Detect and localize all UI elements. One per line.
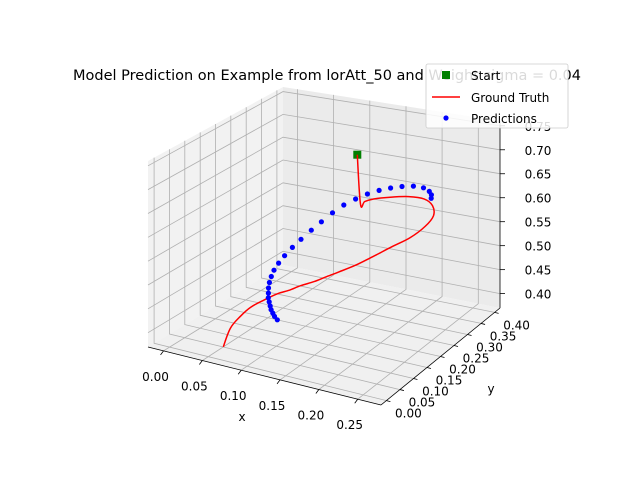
prediction-point (318, 219, 324, 225)
z-tick-label: 0.40 (525, 288, 552, 302)
prediction-point (329, 210, 336, 216)
ground-truth-line (222, 154, 435, 348)
z-tick-label: 0.45 (525, 264, 552, 278)
legend-start-marker (442, 71, 450, 79)
y-grid-line (245, 107, 468, 335)
z-tick-label: 0.70 (525, 144, 552, 158)
z-grid-line (147, 113, 501, 190)
x-grid-line (240, 100, 371, 371)
y-tick-mark (440, 356, 445, 358)
prediction-point (341, 202, 347, 208)
y-tick-label: 0.35 (490, 329, 517, 343)
x-grid-line (318, 111, 443, 390)
y-tick-label: 0.20 (449, 363, 476, 377)
y-grid-line (261, 98, 482, 324)
prediction-point (266, 279, 272, 286)
y-tick-mark (480, 323, 486, 325)
z-tick-label: 0.65 (525, 168, 552, 182)
prediction-point (276, 260, 282, 266)
prediction-point (376, 187, 382, 193)
x-grid-line (202, 94, 335, 361)
z-tick-label: 0.50 (525, 240, 552, 254)
y-tick-label: 0.10 (422, 385, 449, 399)
prediction-point (399, 183, 405, 190)
x-tick-label: 0.15 (259, 399, 286, 413)
y-tick-mark (453, 345, 459, 347)
y-grid-line (199, 132, 428, 368)
y-tick-label: 0.25 (463, 351, 490, 365)
prediction-point (282, 253, 288, 259)
legend-predictions-marker (443, 115, 449, 121)
z-grid-line (147, 228, 501, 310)
prediction-point (388, 185, 394, 191)
x-tick-label: 0.05 (181, 380, 208, 394)
prediction-point (267, 303, 273, 309)
y-grid-line (215, 124, 441, 357)
z-grid-line (147, 250, 501, 334)
y-grid-line (184, 140, 414, 379)
x-tick-mark (354, 398, 359, 404)
y-tick-mark (426, 367, 432, 369)
x-tick-label: 0.20 (298, 409, 325, 423)
y-tick-mark (386, 400, 391, 402)
x-tick-label: 0.00 (142, 370, 169, 384)
axes-ticks: 0.000.050.100.150.200.250.000.050.100.15… (142, 120, 551, 432)
pane-floor (148, 265, 500, 405)
prediction-point (353, 196, 359, 202)
plot-area (222, 150, 435, 348)
x-grid-line (357, 117, 479, 400)
legend-frame (425, 63, 569, 129)
y-axis-label: y (487, 382, 494, 396)
x-tick-mark (160, 350, 164, 356)
prediction-point (364, 191, 370, 197)
prediction-point (265, 285, 272, 291)
legend-predictions-label: Predictions (471, 112, 537, 126)
prediction-point (298, 236, 304, 242)
prediction-point (266, 299, 272, 305)
prediction-point (271, 267, 277, 273)
z-grid-line (147, 205, 501, 286)
z-grid-line (147, 159, 501, 238)
y-tick-label: 0.15 (436, 374, 463, 388)
legend-start-label: Start (471, 69, 501, 83)
y-grid-line (169, 149, 400, 390)
x-tick-mark (237, 369, 242, 375)
y-tick-mark (494, 312, 499, 314)
legend-ground-truth-label: Ground Truth (471, 91, 549, 105)
x-tick-label: 0.10 (220, 389, 247, 403)
x-grid-line (279, 106, 407, 381)
y-tick-mark (399, 389, 405, 391)
prediction-point (308, 227, 314, 233)
x-axis-line (147, 346, 382, 406)
x-axis-label: x (238, 410, 245, 424)
y-tick-label: 0.30 (476, 340, 503, 354)
y-grid-line (230, 115, 455, 346)
z-grid-line (147, 136, 501, 214)
y-tick-mark (467, 334, 472, 336)
y-tick-label: 0.40 (503, 318, 530, 332)
y-grid-line (153, 157, 387, 401)
prediction-point (410, 183, 416, 189)
x-tick-mark (199, 360, 203, 365)
y-tick-mark (413, 378, 418, 380)
x-tick-label: 0.25 (336, 418, 363, 432)
x-tick-mark (315, 389, 320, 394)
prediction-point (289, 244, 295, 250)
legend: Start Ground Truth Predictions (425, 63, 569, 129)
prediction-point (420, 185, 427, 191)
z-grid-line (147, 182, 501, 262)
z-tick-label: 0.60 (525, 192, 552, 206)
x-grid-line (163, 89, 298, 352)
prediction-point (428, 195, 434, 201)
prediction-point (265, 295, 271, 301)
prediction-point (265, 290, 271, 296)
y-tick-label: 0.05 (409, 396, 436, 410)
prediction-point (268, 273, 274, 280)
y-tick-label: 0.00 (395, 407, 422, 421)
y-grid-line (276, 90, 495, 313)
x-tick-mark (276, 379, 281, 385)
z-tick-label: 0.55 (525, 216, 552, 230)
